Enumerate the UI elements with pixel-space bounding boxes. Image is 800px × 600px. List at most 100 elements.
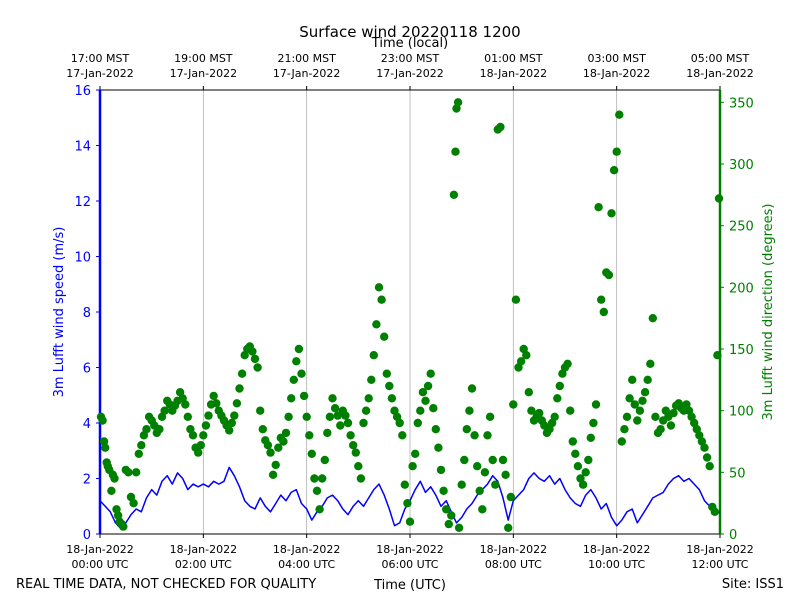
wind-direction-point [630,400,639,409]
wind-direction-point [364,394,373,403]
wind-direction-point [351,448,360,457]
wind-direction-point [439,486,448,495]
wind-direction-point [124,468,133,477]
left-tick-label: 10 [74,251,91,266]
wind-direction-point [271,460,280,470]
wind-direction-point [284,412,293,421]
wind-direction-point [183,412,192,421]
wind-direction-point [705,462,714,471]
right-axis-label: 3m Lufft wind direction (degrees) [761,204,776,421]
top-tick-time: 19:00 MST [174,52,233,65]
wind-direction-point [279,437,288,446]
wind-direction-point [385,381,394,391]
wind-direction-point [449,190,459,199]
wind-direction-point [336,421,345,430]
wind-direction-point [426,369,435,378]
wind-direction-point [506,492,515,502]
wind-direction-point [451,147,460,156]
wind-direction-point [617,437,626,446]
wind-direction-point [155,425,164,434]
left-axis-label: 3m Lufft wind speed (m/s) [52,227,67,398]
top-tick-time: 01:00 MST [484,52,543,65]
wind-direction-point [212,399,221,408]
wind-direction-point [473,462,482,471]
bottom-tick-date: 18-Jan-2022 [273,543,341,556]
wind-direction-point [328,394,337,403]
wind-direction-point [196,441,205,450]
wind-direction-point [589,418,598,428]
right-tick-label: 100 [729,405,754,420]
wind-direction-point [566,406,575,415]
wind-direction-point [555,381,564,391]
wind-direction-point [429,404,438,413]
right-tick-label: 50 [729,466,746,481]
wind-direction-point [714,194,724,203]
wind-direction-point [188,431,198,440]
wind-direction-point [204,411,213,420]
wind-direction-point [535,408,544,418]
top-tick-date: 17-Jan-2022 [273,67,341,80]
wind-direction-point [354,462,363,471]
wind-direction-point [524,388,533,397]
wind-direction-point [442,505,451,514]
wind-direction-point [485,412,495,421]
wind-direction-point [511,295,521,304]
wind-direction-point [302,412,311,421]
wind-direction-point [307,449,316,458]
wind-direction-point [408,462,417,471]
quality-disclaimer: REAL TIME DATA, NOT CHECKED FOR QUALITY [16,577,316,592]
bottom-tick-time: 12:00 UTC [691,558,748,571]
wind-direction-point [586,433,595,442]
wind-direction-point [266,448,275,457]
right-tick-label: 200 [729,281,754,296]
chart-title: Surface wind 20220118 1200 [299,23,520,41]
bottom-tick-date: 18-Jan-2022 [686,543,754,556]
wind-direction-point [380,332,389,341]
left-tick-label: 2 [83,473,91,488]
bottom-tick-date: 18-Jan-2022 [376,543,444,556]
wind-direction-point [413,418,422,428]
wind-direction-point [594,203,603,212]
wind-direction-point [444,519,453,529]
wind-direction-point [516,357,526,366]
top-tick-date: 17-Jan-2022 [66,67,134,80]
bottom-tick-time: 06:00 UTC [381,558,438,571]
wind-direction-point [713,351,722,360]
wind-direction-point [400,480,409,489]
wind-direction-point [628,375,637,384]
x-axis-label: Time (UTC) [373,578,446,593]
wind-direction-point [232,399,242,408]
top-tick-time: 05:00 MST [691,52,750,65]
wind-direction-point [615,110,624,119]
wind-direction-point [591,400,601,409]
bottom-tick-date: 18-Jan-2022 [170,543,238,556]
bottom-tick-date: 18-Jan-2022 [480,543,548,556]
wind-direction-point [411,449,420,458]
wind-direction-point [372,320,381,329]
bottom-tick-time: 02:00 UTC [175,558,232,571]
wind-direction-point [294,344,304,354]
top-tick-time: 23:00 MST [381,52,440,65]
top-tick-time: 21:00 MST [277,52,336,65]
left-tick-label: 14 [74,140,91,155]
wind-direction-point [421,396,430,405]
bottom-tick-time: 04:00 UTC [278,558,335,571]
wind-direction-point [633,416,642,425]
left-tick-label: 6 [83,362,91,377]
wind-direction-point [194,448,203,457]
wind-direction-point [132,468,141,477]
wind-direction-point [607,209,616,218]
wind-direction-point [248,347,257,356]
wind-direction-point [99,437,109,446]
wind-direction-point [454,523,464,532]
wind-direction-point [359,418,368,428]
top-tick-date: 18-Jan-2022 [480,67,548,80]
wind-direction-point [403,499,412,508]
wind-direction-point [578,480,588,489]
right-tick-label: 250 [729,220,754,235]
wind-direction-point [310,474,319,483]
wind-direction-point [568,437,577,446]
wind-direction-point [599,307,608,317]
wind-direction-point [470,431,479,440]
